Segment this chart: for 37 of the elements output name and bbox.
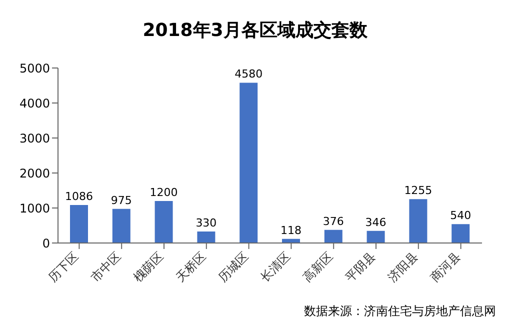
bar (452, 224, 470, 243)
x-tick-label: 济阳县 (385, 249, 421, 285)
bar (197, 231, 216, 243)
bar (240, 82, 258, 243)
data-label: 540 (450, 209, 472, 222)
data-label: 376 (322, 214, 344, 228)
y-tick-label: 4000 (19, 96, 50, 110)
x-tick-label: 槐荫区 (130, 249, 166, 285)
data-label: 4580 (234, 68, 263, 81)
y-tick-label: 5000 (19, 61, 50, 76)
data-label: 346 (365, 216, 386, 229)
data-label: 118 (280, 224, 302, 237)
x-tick-label: 高新区 (300, 249, 336, 285)
x-tick-label: 历下区 (46, 249, 82, 285)
data-label: 975 (110, 194, 132, 207)
bar (154, 201, 173, 243)
x-tick-label: 商河县 (428, 249, 463, 285)
data-label: 1255 (404, 184, 432, 198)
data-label: 330 (196, 216, 217, 230)
data-label: 1086 (65, 190, 93, 203)
chart-title: 2018年3月各区域成交套数 (142, 19, 368, 43)
bar (112, 208, 130, 243)
y-tick-label: 1000 (19, 201, 50, 216)
x-tick-label: 长清区 (258, 249, 294, 285)
data-label: 1200 (150, 186, 178, 199)
x-tick-label: 平阴县 (342, 249, 378, 285)
x-tick-label: 历城区 (216, 249, 251, 285)
x-tick-label: 市中区 (88, 249, 124, 285)
source-note: 数据来源：济南住宅与房地产信息网 (304, 303, 496, 320)
bar (366, 230, 385, 243)
bar (409, 199, 428, 243)
bar (324, 230, 342, 243)
x-tick-label: 天桥区 (173, 249, 209, 285)
bar (70, 204, 88, 243)
y-tick-label: 2000 (19, 166, 50, 180)
y-tick-label: 0 (42, 236, 50, 250)
y-tick-label: 3000 (19, 131, 50, 146)
